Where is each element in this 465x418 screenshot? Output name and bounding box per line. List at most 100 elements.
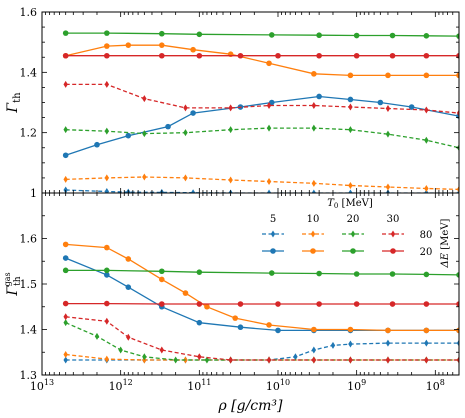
x-tick-base: 10 — [347, 380, 361, 393]
data-point — [142, 353, 147, 361]
data-point — [456, 72, 459, 79]
series-line — [65, 95, 459, 156]
axes-frame — [41, 11, 460, 194]
legend-handle-marker — [350, 248, 356, 254]
data-point — [423, 52, 430, 59]
data-point — [228, 176, 233, 184]
data-point — [237, 52, 244, 59]
data-point — [423, 72, 430, 79]
legend-handle-marker — [390, 248, 396, 254]
plot-area — [62, 30, 459, 193]
data-point — [62, 267, 69, 274]
data-point — [165, 123, 171, 130]
data-point — [94, 332, 100, 340]
data-point — [104, 244, 110, 251]
series-solid-5 — [62, 255, 459, 334]
data-point — [456, 356, 459, 364]
data-point — [423, 271, 430, 278]
data-point — [63, 80, 68, 88]
data-point — [456, 301, 459, 307]
series-dashed-5 — [63, 186, 459, 193]
data-point — [266, 189, 272, 193]
series-line — [65, 353, 459, 361]
y-axis-label-main: Γ — [5, 102, 21, 114]
y-tick-label: 1.5 — [20, 278, 38, 291]
data-point — [389, 301, 396, 307]
y-tick-label: 1.6 — [20, 233, 38, 246]
legend-handle-marker — [270, 248, 276, 254]
data-point — [196, 31, 203, 38]
data-point — [173, 356, 178, 364]
data-point — [190, 189, 196, 193]
data-point — [63, 351, 68, 359]
data-point — [456, 272, 459, 278]
data-point — [197, 353, 202, 361]
data-point — [424, 356, 429, 364]
data-point — [268, 32, 275, 38]
data-point — [204, 303, 210, 310]
series-line — [65, 176, 459, 191]
series-line — [65, 32, 459, 37]
data-point — [158, 276, 165, 283]
data-point — [316, 93, 322, 100]
y-axis-label-sup: gas — [3, 272, 12, 286]
data-point — [311, 189, 317, 193]
data-point — [266, 178, 272, 186]
y-tick-label: 1.2 — [20, 127, 38, 140]
data-point — [385, 105, 391, 113]
data-point — [311, 124, 317, 132]
data-point — [275, 327, 281, 334]
legend-row-title-sym: ΔE — [440, 252, 451, 268]
y-axis-label-sub: th — [12, 92, 23, 103]
data-point — [159, 346, 164, 354]
x-tick-exp: 8 — [440, 378, 445, 387]
data-point — [190, 110, 196, 116]
data-point — [456, 339, 459, 347]
x-tick-base: 10 — [109, 380, 123, 393]
data-point — [348, 181, 353, 189]
series-dashed-10 — [63, 173, 459, 193]
data-point — [266, 124, 272, 132]
x-tick-label: 1010 — [266, 378, 290, 393]
data-point — [385, 339, 391, 347]
data-point — [311, 346, 317, 354]
series-line — [65, 127, 459, 149]
data-point — [104, 52, 110, 59]
x-axis-label: ρ [g/cm³] — [217, 398, 283, 414]
x-tick-exp: 9 — [361, 378, 366, 387]
series-line — [65, 269, 459, 276]
legend: T0 [MeV] 5 10 20 30 80 20 ΔE [MeV] — [262, 198, 451, 268]
x-tick-exp: 10 — [280, 378, 290, 387]
x-tick-base: 10 — [187, 380, 201, 393]
x-tick-label: 108 — [426, 378, 445, 393]
series-solid-20 — [62, 267, 459, 278]
data-point — [62, 300, 69, 307]
legend-column-label: 10 — [307, 214, 320, 225]
data-point — [424, 184, 429, 192]
data-point — [275, 301, 281, 307]
legend-handle-marker — [310, 248, 316, 254]
data-point — [268, 270, 275, 276]
data-point — [104, 317, 110, 325]
legend-row-title: ΔE [MeV] — [440, 218, 451, 268]
data-point — [266, 322, 272, 328]
data-point — [104, 267, 110, 274]
legend-handle-marker — [350, 230, 356, 238]
data-point — [196, 301, 203, 307]
data-point — [456, 327, 459, 334]
x-tick-exp: 12 — [123, 378, 133, 387]
series-line — [65, 322, 459, 361]
x-tick-base: 10 — [266, 380, 280, 393]
data-point — [104, 187, 110, 193]
series-solid-30 — [62, 300, 459, 307]
data-point — [456, 33, 459, 39]
y-axis-label: Γth — [5, 92, 23, 114]
data-point — [266, 102, 272, 110]
data-point — [196, 319, 203, 326]
x-tick-exp: 13 — [44, 378, 54, 387]
y-tick-label: 1.6 — [20, 6, 38, 19]
data-point — [353, 271, 360, 277]
series-dashed-10 — [63, 351, 459, 364]
y-tick-label: 1.4 — [20, 66, 38, 79]
